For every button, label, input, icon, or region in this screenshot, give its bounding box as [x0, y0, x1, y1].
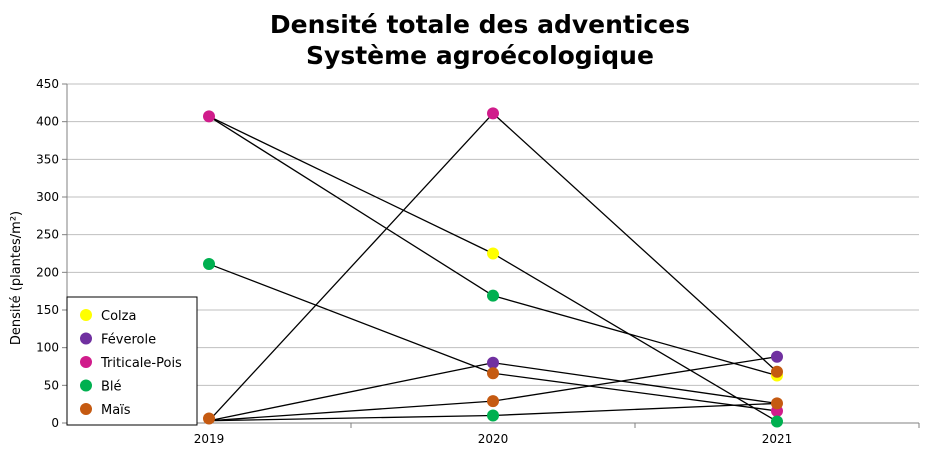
point-ble-2020-2 [487, 409, 499, 422]
legend-label-colza: Colza [101, 309, 136, 324]
gridlines [62, 83, 919, 424]
y-tick-label: 100 [36, 341, 59, 355]
x-tick-label: 2021 [762, 432, 793, 446]
connector-line-8 [208, 362, 494, 422]
point-mais-2020-1 [487, 367, 499, 380]
y-tick-label: 0 [51, 416, 59, 430]
point-ble-2020-1 [487, 289, 499, 302]
point-mais-2020-2 [487, 395, 499, 408]
x-tick-labels: 2019 2020 2021 [194, 432, 793, 446]
legend-label-ble: Blé [101, 380, 122, 395]
legend-label-feverole: Féverole [101, 333, 156, 348]
y-tick-label: 300 [36, 190, 59, 204]
point-mais-2019-0 [203, 412, 215, 425]
legend-label-mais: Maïs [101, 403, 131, 418]
connector-line-0 [208, 115, 494, 255]
y-tick-label: 400 [36, 115, 59, 129]
connector-line-7 [492, 112, 778, 373]
connector-line-11 [492, 356, 778, 402]
connector-line-10 [208, 400, 494, 422]
y-tick-label: 350 [36, 152, 59, 166]
legend-marker-mais [80, 403, 92, 415]
legend-marker-triticale-pois [80, 356, 92, 368]
point-colza-2020-0 [487, 247, 499, 260]
y-axis-label: Densité (plantes/m²) [9, 211, 24, 345]
y-tick-labels: 0 50 100 150 200 250 300 350 400 450 [36, 77, 59, 430]
y-tick-label: 50 [44, 378, 59, 392]
connector-line-3 [492, 295, 778, 377]
y-tick-label: 150 [36, 303, 59, 317]
data-points [203, 107, 783, 428]
point-mais-2021-3 [771, 365, 783, 378]
connector-line-6 [208, 112, 494, 422]
legend: Colza Féverole Triticale-Pois Blé Maïs [66, 296, 198, 426]
connector-line-2 [208, 115, 494, 297]
legend-marker-colza [80, 309, 92, 321]
x-tick-label: 2019 [194, 432, 225, 446]
connector-line-13 [492, 402, 778, 417]
point-ble-2021-3 [771, 415, 783, 428]
point-feverole-2020-0 [487, 356, 499, 369]
connector-lines [208, 112, 778, 423]
legend-label-triticale-pois: Triticale-Pois [100, 356, 182, 371]
point-ble-2019-0 [203, 258, 215, 271]
point-triticale-pois-2019-0 [203, 110, 215, 123]
point-mais-2021-4 [771, 397, 783, 410]
connector-line-9 [492, 362, 778, 405]
legend-marker-feverole [80, 332, 92, 345]
point-feverole-2021-1 [771, 350, 783, 363]
chart-title-line-2: Système agroécologique [306, 41, 654, 70]
connector-line-12 [208, 414, 494, 422]
y-tick-label: 250 [36, 228, 59, 242]
legend-marker-ble [80, 379, 92, 392]
point-triticale-pois-2020-1 [487, 107, 499, 120]
connector-line-5 [492, 372, 778, 412]
y-tick-label: 450 [36, 77, 59, 91]
connector-line-1 [492, 252, 778, 423]
x-tick-label: 2020 [478, 432, 509, 446]
y-tick-label: 200 [36, 265, 59, 279]
connector-line-4 [208, 263, 494, 374]
chart-title-line-1: Densité totale des adventices [270, 10, 690, 39]
